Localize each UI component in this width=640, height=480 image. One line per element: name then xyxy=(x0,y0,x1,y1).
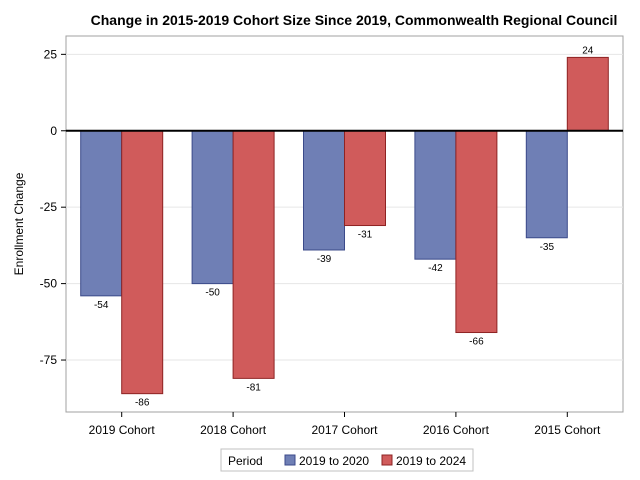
plot-area: -54 -86 -50 -81 -39 -31 -42 -66 -35 24 xyxy=(65,35,624,413)
bar-2015-cohort-2019-to-2024 xyxy=(566,56,609,132)
legend-swatch-2019-to-2020 xyxy=(284,454,296,466)
y-tick-label: 0 xyxy=(50,124,57,138)
y-tick-label: -25 xyxy=(40,200,58,214)
data-label-2018-cohort-2019-to-2020: -50 xyxy=(205,288,220,299)
legend-swatch-2019-to-2024 xyxy=(381,454,393,466)
bar-2019-cohort-2019-to-2024 xyxy=(121,130,164,395)
x-tick-label-2015-cohort: 2015 Cohort xyxy=(534,423,601,437)
x-axis: 2019 Cohort 2018 Cohort 2017 Cohort 2016 Co… xyxy=(89,412,601,437)
bar-2017-cohort-2019-to-2024 xyxy=(344,130,386,227)
data-label-2016-cohort-2019-to-2024: -66 xyxy=(469,337,484,348)
bars xyxy=(80,56,609,395)
bar-2019-cohort-2019-to-2020 xyxy=(80,130,123,297)
y-tick-label: 25 xyxy=(44,47,58,61)
data-label-2018-cohort-2019-to-2024: -81 xyxy=(246,382,261,393)
data-label-2019-cohort-2019-to-2024: -86 xyxy=(135,398,150,409)
bar-2016-cohort-2019-to-2024 xyxy=(455,130,498,334)
bar-2018-cohort-2019-to-2024 xyxy=(232,130,275,379)
data-label-2019-cohort-2019-to-2020: -54 xyxy=(94,300,109,311)
y-axis: 25 0 -25 -50 -75 xyxy=(40,47,66,367)
data-label-2015-cohort-2019-to-2024: 24 xyxy=(582,45,594,56)
x-tick-label-2018-cohort: 2018 Cohort xyxy=(200,423,267,437)
bar-2016-cohort-2019-to-2020 xyxy=(414,130,457,260)
bar-2017-cohort-2019-to-2020 xyxy=(303,130,345,251)
data-label-2017-cohort-2019-to-2024: -31 xyxy=(358,230,373,241)
legend-label-2019-to-2020: 2019 to 2020 xyxy=(299,454,369,468)
bar-2018-cohort-2019-to-2020 xyxy=(191,130,234,285)
bar-2015-cohort-2019-to-2020 xyxy=(525,130,568,239)
legend-title: Period xyxy=(228,454,263,468)
x-tick-label-2017-cohort: 2017 Cohort xyxy=(311,423,378,437)
legend-label-2019-to-2024: 2019 to 2024 xyxy=(396,454,466,468)
x-tick-label-2016-cohort: 2016 Cohort xyxy=(423,423,490,437)
data-label-2015-cohort-2019-to-2020: -35 xyxy=(540,242,555,253)
data-label-2017-cohort-2019-to-2020: -39 xyxy=(317,254,332,265)
chart-title: Change in 2015-2019 Cohort Size Since 20… xyxy=(91,12,618,28)
legend-frame xyxy=(220,448,474,472)
data-labels: -54 -86 -50 -81 -39 -31 -42 -66 -35 24 xyxy=(94,45,594,408)
x-tick-label-2019-cohort: 2019 Cohort xyxy=(89,423,156,437)
y-tick-label: -50 xyxy=(40,277,58,291)
data-label-2016-cohort-2019-to-2020: -42 xyxy=(428,263,443,274)
legend: Period 2019 to 2020 2019 to 2024 xyxy=(220,448,474,472)
y-axis-label: Enrollment Change xyxy=(12,172,26,275)
y-tick-label: -75 xyxy=(40,353,58,367)
